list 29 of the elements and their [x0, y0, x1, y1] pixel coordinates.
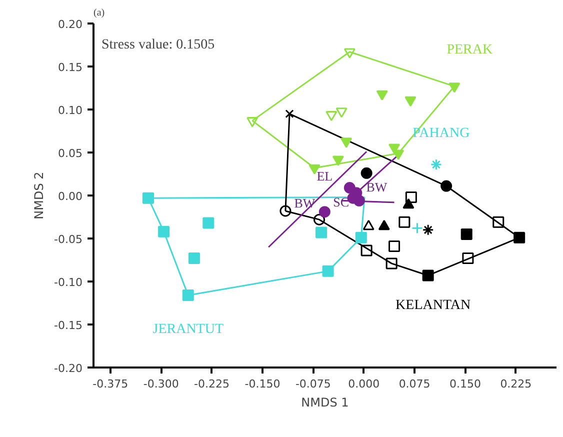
- text: JERANTUT: [152, 322, 224, 337]
- chart-title: (a): [94, 8, 105, 18]
- series-label: PERAK: [446, 42, 493, 58]
- y-tick-label: -0.20: [54, 362, 83, 375]
- text: KELANTAN: [396, 298, 471, 313]
- x-tick-label: 0.000: [348, 378, 380, 390]
- annotation: BW: [366, 179, 388, 194]
- x-axis-title: NMDS 1: [301, 396, 349, 410]
- x-tick-label: -0.150: [244, 378, 280, 390]
- y-tick-label: 0.15: [58, 61, 83, 74]
- x-tick-label: 0.225: [500, 378, 532, 390]
- x-tick-label: 0.150: [450, 378, 482, 390]
- x-tick-label: 0.075: [398, 378, 430, 390]
- series-label: PAHANG: [412, 126, 470, 142]
- annotation: SC: [333, 194, 350, 210]
- y-tick-label: 0.00: [58, 190, 83, 203]
- x-tick-label: -0.300: [143, 378, 179, 390]
- x-tick-label: -0.225: [194, 378, 230, 390]
- annotation: Stress value: 0.1505: [102, 38, 215, 52]
- y-tick-label: -0.05: [54, 233, 83, 246]
- y-tick-label: -0.15: [54, 319, 83, 332]
- y-tick-label: 0.20: [58, 18, 83, 31]
- annotation: EL: [316, 168, 333, 184]
- y-axis-title: NMDS 2: [32, 172, 46, 220]
- y-tick-label: 0.05: [58, 147, 83, 160]
- y-tick-label: -0.10: [54, 276, 83, 289]
- x-tick-label: -0.075: [295, 378, 331, 390]
- y-tick-label: 0.10: [58, 104, 83, 117]
- x-tick-label: -0.375: [92, 378, 128, 390]
